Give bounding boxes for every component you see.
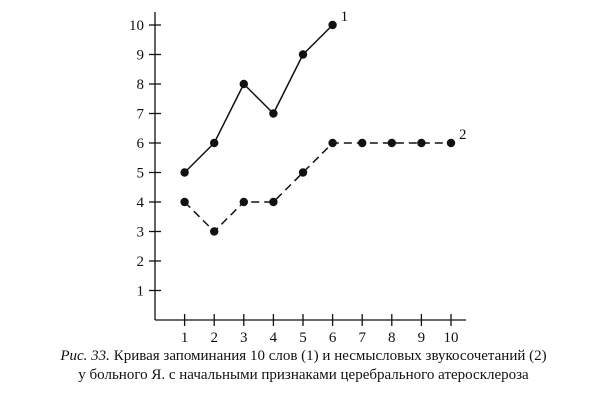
y-tick-label-1: 1 xyxy=(137,284,145,300)
series-2-point-5 xyxy=(298,168,308,177)
x-tick-label-2: 2 xyxy=(210,330,218,346)
series-2-point-6 xyxy=(328,138,337,148)
axes xyxy=(154,12,466,321)
y-tick-label-9: 9 xyxy=(137,48,145,64)
series-lines xyxy=(184,24,451,233)
x-tick-label-7: 7 xyxy=(358,330,366,346)
caption-text-1: Кривая запоминания 10 слов (1) и несмысл… xyxy=(109,348,547,364)
y-tick-label-8: 8 xyxy=(137,77,145,93)
x-tick-label-3: 3 xyxy=(240,330,248,346)
series-1-point-1 xyxy=(180,168,189,177)
x-axis-ticks: 1 2 3 4 5 6 7 8 9 10 xyxy=(181,314,459,346)
x-tick-label-9: 9 xyxy=(418,330,426,346)
y-axis-ticks: 1 2 3 4 5 6 7 8 9 10 xyxy=(129,18,161,300)
y-tick-label-6: 6 xyxy=(137,136,145,152)
y-tick-label-4: 4 xyxy=(137,195,145,211)
x-tick-label-6: 6 xyxy=(329,330,337,346)
series-2-point-8 xyxy=(387,138,396,148)
series-2-point-4 xyxy=(269,197,278,207)
series-2-label: 2 xyxy=(459,127,467,143)
x-tick-label-5: 5 xyxy=(299,330,307,346)
y-tick-label-3: 3 xyxy=(137,225,145,241)
caption-figure-number: Рис. 33. xyxy=(60,348,110,364)
y-tick-label-5: 5 xyxy=(137,166,145,182)
caption-line-2: у больного Я. с начальными признаками це… xyxy=(78,367,529,383)
x-tick-label-10: 10 xyxy=(444,330,459,346)
series-2-point-10 xyxy=(446,138,456,148)
y-tick-label-10: 10 xyxy=(129,18,144,34)
series-1-label: 1 xyxy=(341,9,349,25)
series-2-point-2 xyxy=(210,227,219,236)
series-2-point-7 xyxy=(358,138,367,148)
series-1-point-6 xyxy=(328,20,337,30)
series-2-line xyxy=(184,142,451,233)
series-labels: 12 xyxy=(341,9,467,143)
series-1-point-4 xyxy=(269,109,278,118)
series-1-point-2 xyxy=(210,138,219,148)
series-points xyxy=(180,20,456,236)
series-1-point-3 xyxy=(239,79,248,89)
series-1-line xyxy=(184,24,334,174)
caption-line-1: Рис. 33. Кривая запоминания 10 слов (1) … xyxy=(0,347,607,366)
series-1-point-5 xyxy=(298,50,308,59)
figure-caption: Рис. 33. Кривая запоминания 10 слов (1) … xyxy=(0,347,607,385)
x-tick-label-4: 4 xyxy=(270,330,278,346)
series-2-point-1 xyxy=(180,197,189,207)
series-2-point-3 xyxy=(239,197,248,207)
y-tick-label-7: 7 xyxy=(137,107,145,123)
x-tick-label-1: 1 xyxy=(181,330,189,346)
series-2-point-9 xyxy=(417,138,426,148)
x-tick-label-8: 8 xyxy=(388,330,396,346)
y-tick-label-2: 2 xyxy=(137,254,145,270)
